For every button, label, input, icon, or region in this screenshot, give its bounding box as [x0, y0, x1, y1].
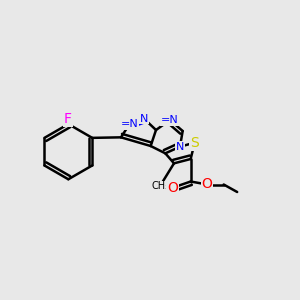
Text: =N: =N	[161, 115, 179, 125]
Text: S: S	[190, 136, 199, 150]
Text: N: N	[140, 114, 148, 124]
Text: =N: =N	[121, 119, 138, 129]
Text: CH₃: CH₃	[152, 182, 169, 191]
Text: O: O	[202, 178, 213, 191]
Text: N: N	[176, 142, 184, 152]
Text: O: O	[167, 182, 178, 195]
Text: F: F	[64, 112, 72, 126]
